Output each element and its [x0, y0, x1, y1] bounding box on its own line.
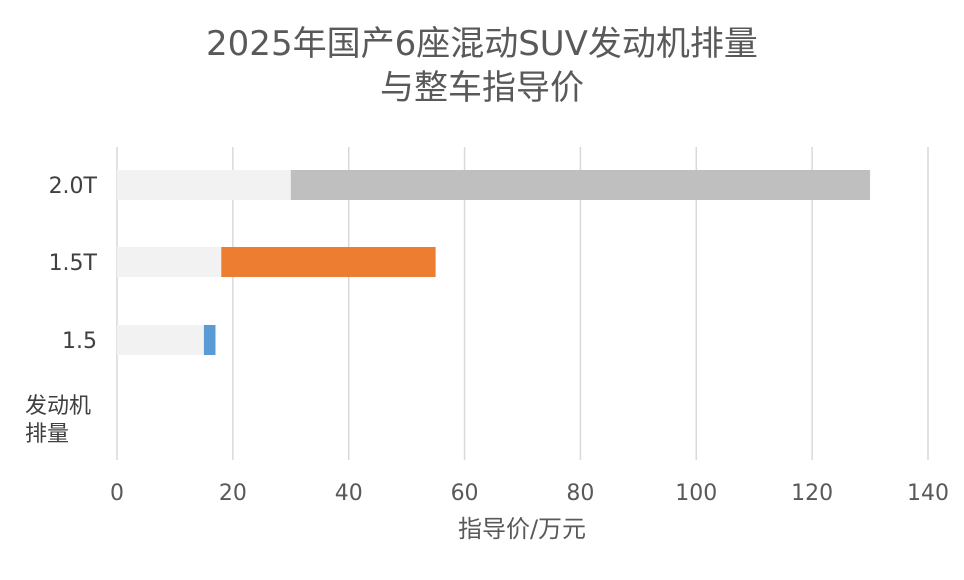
bar-price-segment [203, 325, 216, 355]
y-axis-label-line1: 发动机 [25, 394, 91, 419]
x-tick-label: 20 [219, 481, 247, 506]
category-label: 2.0T [49, 174, 98, 199]
bars [117, 170, 871, 355]
y-axis-label-line2: 排量 [25, 422, 69, 447]
category-label: 1.5T [49, 251, 98, 276]
chart-title-line1: 2025年国产6座混动SUV发动机排量 [206, 24, 758, 64]
x-tick-label: 140 [907, 481, 949, 506]
x-tick-label: 80 [566, 481, 594, 506]
x-axis-label: 指导价/万元 [458, 515, 586, 543]
bar-price-segment [290, 170, 871, 200]
bar-base-segment [117, 247, 222, 277]
chart-title-line2: 与整车指导价 [380, 68, 584, 108]
x-tick-label: 0 [110, 481, 124, 506]
x-tick-label: 100 [675, 481, 717, 506]
bar-price-segment [221, 247, 436, 277]
bar-base-segment [117, 325, 204, 355]
chart-title: 2025年国产6座混动SUV发动机排量 与整车指导价 [0, 22, 964, 110]
x-tick-label: 120 [791, 481, 833, 506]
x-tick-label: 40 [335, 481, 363, 506]
x-tick-label: 60 [451, 481, 479, 506]
x-tick-labels: 0 20 40 60 80 100 120 140 [110, 481, 949, 506]
bar-base-segment [117, 170, 291, 200]
category-labels: 2.0T 1.5T 1.5 [49, 174, 98, 354]
category-label: 1.5 [62, 329, 97, 354]
